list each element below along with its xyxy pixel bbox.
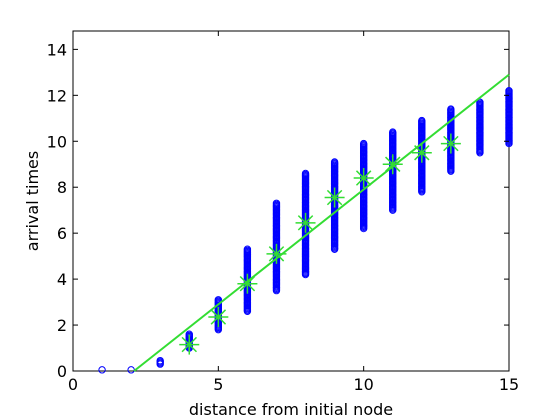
sample-point — [359, 139, 368, 148]
mean-marker — [353, 168, 374, 189]
y-tick-label: 2 — [57, 316, 67, 335]
sample-point — [301, 169, 310, 178]
mean-marker — [295, 212, 316, 233]
sample-point — [505, 87, 513, 95]
mean-marker — [440, 133, 461, 154]
x-tick-label: 10 — [353, 375, 373, 394]
mean-marker — [411, 142, 432, 163]
x-axis-label: distance from initial node — [189, 400, 393, 419]
sample-point — [156, 356, 164, 365]
y-tick-label: 10 — [47, 132, 67, 151]
sample-point — [418, 116, 426, 125]
plot-area — [72, 30, 513, 374]
mean-marker — [324, 187, 345, 208]
y-tick-label: 6 — [57, 224, 67, 243]
x-tick-label: 5 — [213, 375, 223, 394]
y-tick-label: 14 — [47, 40, 67, 59]
mean-marker — [382, 154, 403, 175]
y-tick-label: 0 — [57, 362, 67, 381]
sample-point — [476, 98, 484, 106]
mean-arrival-markers — [179, 133, 461, 355]
y-tick-label: 4 — [57, 270, 67, 289]
x-tick-label: 15 — [499, 375, 519, 394]
x-tick-label: 0 — [68, 375, 78, 394]
linear-fit-line — [133, 73, 510, 372]
mean-marker — [179, 334, 200, 355]
fit-line — [133, 73, 510, 372]
mean-marker — [266, 243, 287, 264]
axis-ticks — [72, 31, 510, 372]
mean-marker — [208, 307, 229, 328]
mean-marker — [237, 273, 258, 294]
y-tick-label: 8 — [57, 178, 67, 197]
sample-point — [330, 158, 339, 166]
sample-point — [272, 199, 281, 207]
axis-tick-labels: 0 5 10 15 0 2 4 6 8 10 12 14 — [47, 40, 520, 394]
sample-point — [447, 105, 455, 113]
y-axis-label: arrival times — [23, 151, 42, 251]
y-tick-label: 12 — [47, 86, 67, 105]
sample-point — [243, 245, 252, 253]
sample-point — [389, 128, 397, 136]
sample-point — [98, 366, 106, 374]
axes-box — [72, 30, 510, 372]
sample-point — [214, 296, 223, 304]
